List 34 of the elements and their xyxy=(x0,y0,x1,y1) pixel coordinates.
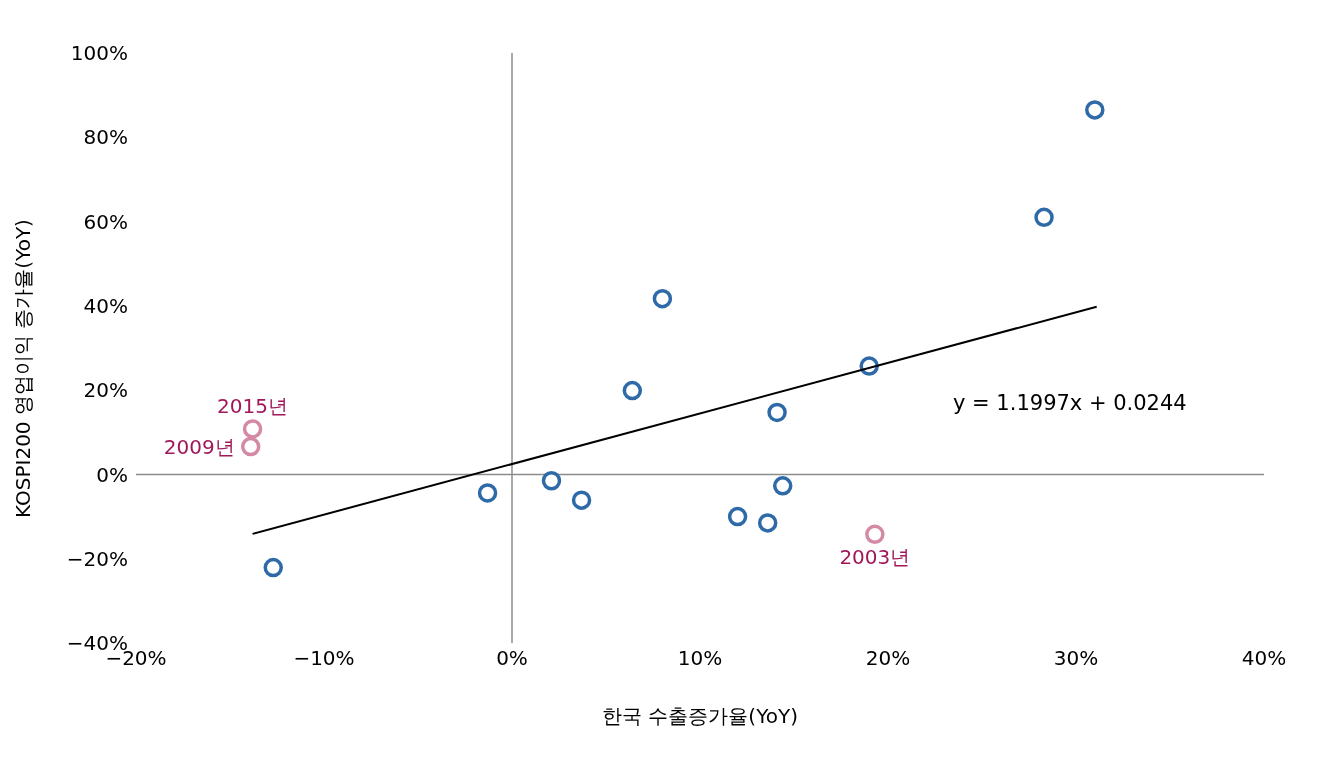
point xyxy=(263,557,283,578)
point xyxy=(242,419,263,439)
y-tick-label: 100% xyxy=(70,41,128,66)
x-tick-label: 20% xyxy=(865,646,911,671)
point xyxy=(477,483,498,503)
x-tick-label: 10% xyxy=(677,646,723,671)
point xyxy=(772,476,793,496)
annotation: 2015년 xyxy=(217,393,289,418)
annotation: 2009년 xyxy=(163,434,235,459)
point xyxy=(622,380,643,401)
y-tick-label: 0% xyxy=(96,462,128,487)
y-tick-label: 20% xyxy=(83,378,128,403)
x-axis-title: 한국 수출증가율(YoY) xyxy=(602,704,798,728)
point xyxy=(652,288,673,309)
y-tick-label: 80% xyxy=(83,125,128,150)
x-tick-label: −10% xyxy=(293,646,355,671)
x-tick-label: 30% xyxy=(1053,646,1099,671)
point xyxy=(767,402,787,423)
point xyxy=(865,524,885,545)
y-tick-label: 60% xyxy=(83,209,128,234)
point xyxy=(1085,100,1105,120)
x-tick-label: 0% xyxy=(496,646,528,671)
x-tick-label: 40% xyxy=(1241,646,1287,671)
point xyxy=(727,506,748,527)
point xyxy=(757,513,778,533)
y-tick-label: 40% xyxy=(83,293,128,318)
point xyxy=(1034,207,1054,228)
annotation: 2003년 xyxy=(839,545,911,570)
y-tick-label: −20% xyxy=(66,546,128,571)
point xyxy=(240,436,261,457)
point xyxy=(541,471,562,491)
point xyxy=(571,490,592,510)
y-axis-title: KOSPI200 영업이익 증가율(YoY) xyxy=(11,219,36,518)
annotation: y = 1.1997x + 0.0244 xyxy=(953,391,1187,415)
